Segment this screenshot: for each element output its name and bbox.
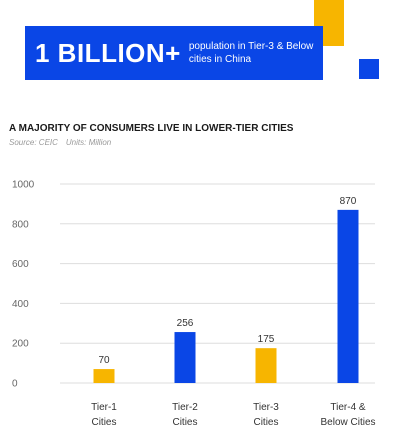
category-label: Tier-4 & Below Cities: [320, 402, 375, 428]
chart-units: Units: Million: [65, 138, 112, 147]
bar-value-label: 256: [177, 318, 194, 329]
banner-headline: 1 BILLION+: [35, 37, 181, 68]
y-axis-ticks: 0 200 400 600 800 1000: [12, 180, 35, 390]
chart-title: A MAJORITY OF CONSUMERS LIVE IN LOWER-TI…: [9, 123, 294, 134]
bar-value-label: 175: [258, 334, 275, 345]
bar: [255, 348, 277, 383]
bar-value-label: 70: [98, 355, 110, 366]
bar: [174, 332, 196, 383]
category-label-line: Tier-2: [172, 402, 198, 413]
category-label-line: Below Cities: [320, 417, 375, 428]
y-tick-label: 0: [12, 379, 18, 390]
banner-caption: population in Tier-3 & Below cities in C…: [188, 41, 314, 65]
category-label: Tier-2 Cities: [172, 402, 198, 428]
y-tick-label: 400: [12, 299, 29, 310]
category-label-line: Tier-4 &: [330, 402, 366, 413]
bar: [337, 209, 359, 383]
category-label-line: Cities: [253, 417, 278, 428]
chart-source-line: Source: CEIC Units: Million: [9, 138, 111, 147]
chart-bars: [93, 209, 359, 383]
category-label-line: Tier-1: [91, 402, 117, 413]
chart-source: Source: CEIC: [9, 138, 58, 147]
y-tick-label: 1000: [12, 180, 35, 191]
y-tick-label: 800: [12, 219, 29, 230]
bar: [93, 369, 115, 383]
category-label: Tier-1 Cities: [91, 402, 117, 428]
category-label: Tier-3 Cities: [253, 402, 279, 428]
category-label-line: Tier-3: [253, 402, 279, 413]
y-tick-label: 200: [12, 339, 29, 350]
decorative-blue-square: [359, 59, 379, 79]
chart-data-labels: 70 256 175 870: [98, 196, 356, 366]
chart-gridlines: [60, 183, 375, 384]
category-label-line: Cities: [91, 417, 116, 428]
bar-value-label: 870: [340, 196, 357, 207]
category-label-line: Cities: [172, 417, 197, 428]
headline-banner: 1 BILLION+ population in Tier-3 & Below …: [25, 26, 323, 80]
y-tick-label: 600: [12, 259, 29, 270]
